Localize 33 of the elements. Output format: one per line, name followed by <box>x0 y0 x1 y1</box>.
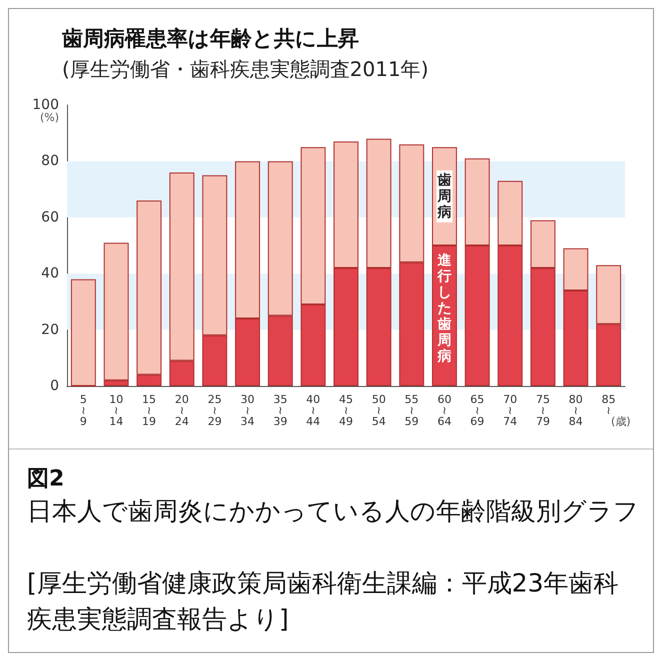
x-tick-label: 55 ≀ 59 <box>404 393 419 428</box>
x-tick-label: 75 ≀ 79 <box>536 393 550 428</box>
x-tick-label: 50 ≀ 54 <box>372 393 386 428</box>
x-tick-label: 15 ≀ 19 <box>142 393 156 428</box>
x-tick-label: 10 ≀ 14 <box>109 393 124 428</box>
series-label: 歯周病 <box>436 172 452 220</box>
x-tick-label: 85 ≀ <box>602 393 616 417</box>
y-tick-label: 80 <box>41 153 59 170</box>
x-tick-label: 5 ≀ 9 <box>80 393 87 428</box>
x-tick-label: 70 ≀ 74 <box>503 393 518 428</box>
x-tick-label: 40 ≀ 44 <box>306 393 320 428</box>
x-tick-label: 35 ≀ 39 <box>273 393 288 428</box>
y-tick-label: 20 <box>41 322 59 338</box>
chart-title: 歯周病罹患率は年齢と共に上昇 <box>61 26 359 50</box>
y-tick-label: 60 <box>41 209 59 226</box>
x-axis-title: (歳) <box>611 415 631 428</box>
caption: 図2 <box>27 466 64 492</box>
x-tick-label: 45 ≀ 49 <box>339 393 353 428</box>
x-tick-label: 25 ≀ 29 <box>208 393 222 428</box>
y-tick-label: 40 <box>41 266 59 282</box>
y-tick-label: 100 <box>32 97 59 113</box>
x-tick-label: 30 ≀ 34 <box>240 393 255 428</box>
x-tick-label: 65 ≀ 69 <box>470 393 484 428</box>
bar <box>70 279 96 386</box>
x-tick-label: 60 ≀ 64 <box>437 393 452 428</box>
x-tick-label: 80 ≀ 84 <box>568 393 583 428</box>
text: [厚生労働省健康政策局歯科衛生課編：平成23年歯科疾患実態調査報告より] <box>27 568 619 634</box>
y-axis-title: (%) <box>40 111 59 124</box>
chart-subtitle: (厚生労働省・歯科疾患実態調査2011年) <box>62 57 429 81</box>
text: 日本人で歯周炎にかかっている人の年齢階級別グラフ <box>27 496 639 526</box>
y-tick-label: 0 <box>50 378 59 394</box>
x-tick-label: 20 ≀ 24 <box>174 393 189 428</box>
series-label: 進行した歯周病 <box>436 252 452 364</box>
